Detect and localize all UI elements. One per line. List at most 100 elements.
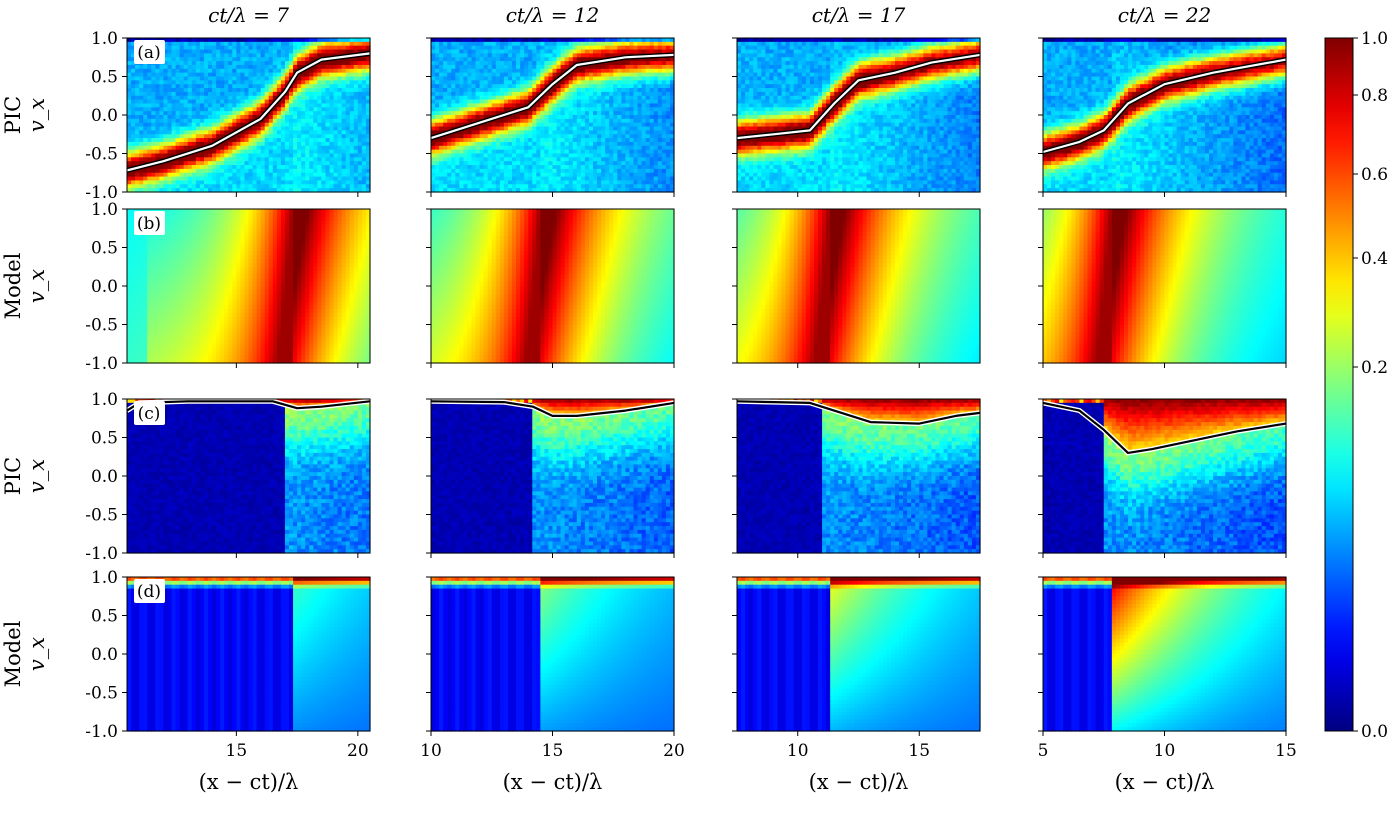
heatmap-cell	[301, 172, 306, 178]
heatmap-cell	[264, 293, 270, 299]
heatmap-cell	[191, 176, 197, 182]
heatmap-cell	[252, 324, 258, 329]
heatmap-cell	[171, 72, 177, 78]
heatmap-cell	[216, 118, 221, 124]
heatmap-cell	[305, 332, 310, 337]
heatmap-cell	[135, 262, 140, 268]
heatmap-cell	[357, 141, 363, 147]
heatmap-cell	[183, 220, 189, 225]
heatmap-cell	[135, 95, 140, 101]
heatmap-cell	[264, 247, 270, 252]
heatmap-cell	[260, 41, 266, 47]
heatmap-cell	[337, 49, 343, 54]
heatmap-cell	[224, 232, 229, 237]
heatmap-cell	[175, 309, 181, 314]
heatmap-cell	[187, 103, 193, 108]
heatmap-cell	[353, 339, 359, 345]
heatmap-cell	[155, 107, 160, 112]
heatmap-cell	[345, 274, 351, 279]
heatmap-cell	[264, 274, 270, 279]
heatmap-cell	[349, 61, 355, 66]
heatmap-cell	[147, 309, 152, 314]
heatmap-cell	[135, 80, 140, 85]
heatmap-cell	[236, 64, 241, 70]
heatmap-cell	[163, 107, 169, 112]
heatmap-cell	[151, 305, 156, 310]
heatmap-cell	[353, 57, 359, 62]
heatmap-cell	[276, 157, 282, 162]
heatmap-cell	[187, 406, 193, 412]
heatmap-cell	[212, 212, 217, 218]
heatmap-cell	[151, 64, 156, 70]
heatmap-cell	[236, 316, 241, 322]
heatmap-cell	[127, 274, 132, 279]
heatmap-cell	[309, 243, 314, 249]
heatmap-cell	[260, 216, 266, 222]
heatmap-cell	[329, 239, 335, 245]
heatmap-cell	[171, 41, 177, 47]
heatmap-cell	[232, 332, 237, 337]
heatmap-cell	[337, 289, 343, 295]
heatmap-cell	[187, 38, 193, 43]
heatmap-cell	[276, 111, 282, 116]
heatmap-cell	[329, 45, 335, 51]
heatmap-cell	[252, 293, 258, 299]
heatmap-cell	[272, 312, 278, 318]
heatmap-cell	[232, 355, 237, 360]
heatmap-cell	[276, 176, 282, 182]
heatmap-cell	[228, 122, 233, 128]
heatmap-cell	[163, 301, 169, 306]
heatmap-cell	[289, 153, 294, 158]
heatmap-cell	[333, 153, 339, 158]
heatmap-cell	[167, 184, 173, 189]
heatmap-cell	[143, 188, 148, 193]
heatmap-cell	[272, 328, 278, 333]
heatmap-cell	[163, 274, 169, 279]
heatmap-cell	[195, 95, 201, 101]
heatmap-cell	[297, 224, 302, 229]
heatmap-cell	[317, 157, 322, 162]
heatmap-cell	[305, 45, 310, 51]
heatmap-cell	[135, 134, 140, 139]
heatmap-cell	[361, 188, 367, 193]
heatmap-cell	[151, 88, 156, 93]
heatmap-cell	[147, 64, 152, 70]
heatmap-cell	[244, 41, 250, 47]
heatmap-cell	[139, 153, 144, 158]
heatmap-cell	[167, 161, 173, 166]
heatmap-cell	[244, 88, 250, 93]
heatmap-cell	[321, 286, 327, 291]
heatmap-cell	[127, 107, 132, 112]
heatmap-cell	[167, 76, 173, 81]
heatmap-cell	[260, 312, 266, 318]
heatmap-cell	[232, 107, 237, 112]
heatmap-cell	[224, 53, 229, 58]
heatmap-cell	[248, 153, 254, 158]
heatmap-cell	[337, 243, 343, 249]
heatmap-cell	[248, 45, 254, 51]
heatmap-cell	[171, 343, 177, 349]
heatmap-cell	[329, 336, 335, 341]
heatmap-cell	[321, 157, 327, 162]
heatmap-cell	[216, 184, 221, 189]
heatmap-cell	[276, 255, 282, 260]
heatmap-cell	[268, 309, 274, 314]
heatmap-cell	[305, 212, 310, 218]
heatmap-cell	[309, 41, 314, 47]
row-label: PIC	[1, 457, 25, 496]
heatmap-cell	[333, 168, 339, 174]
heatmap-cell	[232, 41, 237, 47]
heatmap-cell	[175, 224, 181, 229]
heatmap-cell	[280, 316, 286, 322]
heatmap-cell	[244, 343, 250, 349]
heatmap-cell	[248, 351, 254, 356]
heatmap-cell	[284, 168, 290, 174]
heatmap-cell	[179, 115, 185, 120]
heatmap-cell	[321, 262, 327, 268]
heatmap-cell	[357, 297, 363, 302]
heatmap-cell	[203, 343, 209, 349]
heatmap-cell	[147, 141, 152, 147]
heatmap-cell	[289, 111, 294, 116]
heatmap-cell	[305, 157, 310, 162]
heatmap-cell	[212, 336, 217, 341]
